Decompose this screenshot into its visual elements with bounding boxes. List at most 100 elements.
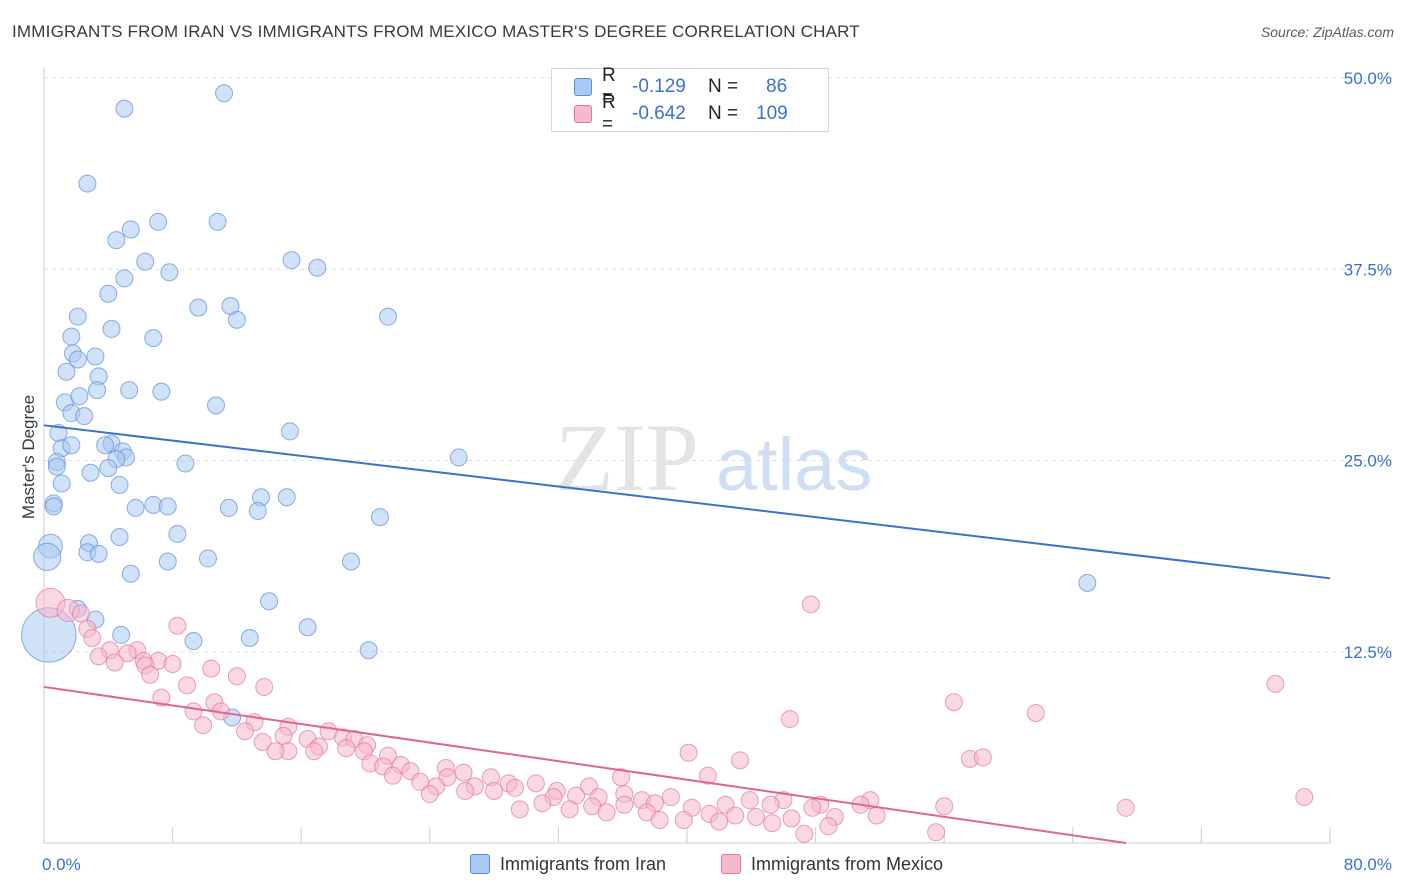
bottom-legend-swatch-mexico: [721, 854, 741, 874]
mexico-point: [782, 809, 801, 828]
iran-point: [78, 174, 97, 193]
iran-point: [62, 327, 81, 346]
mexico-point: [944, 693, 963, 712]
iran-point: [359, 641, 378, 660]
mexico-point: [510, 800, 529, 819]
mexico-point: [661, 788, 680, 807]
mexico-point: [761, 795, 780, 814]
iran-point: [221, 296, 240, 315]
iran-point: [121, 220, 140, 239]
iran-point: [99, 459, 118, 478]
legend-swatch-iran: [574, 78, 592, 96]
mexico-point: [973, 748, 992, 767]
x-tick-label-max: 80.0%: [1344, 855, 1392, 874]
iran-point: [81, 463, 100, 482]
mexico-point: [710, 812, 729, 831]
y-axis-label: Master's Degree: [19, 395, 38, 519]
mexico-point: [152, 688, 171, 707]
iran-point: [47, 457, 66, 476]
iran-point: [99, 284, 118, 303]
iran-point: [136, 252, 155, 271]
mexico-point: [1266, 674, 1285, 693]
mexico-point: [1026, 703, 1045, 722]
x-tick-label-min: 0.0%: [42, 855, 81, 874]
mexico-point: [505, 778, 524, 797]
mexico-point: [1116, 798, 1135, 817]
iran-point: [149, 212, 168, 231]
iran-point: [115, 99, 134, 118]
mexico-point: [266, 742, 285, 761]
legend-row-iran: R = -0.129 N = 86: [574, 65, 787, 108]
iran-point: [158, 552, 177, 571]
mexico-point: [168, 616, 187, 635]
y-tick-label: 50.0%: [1344, 69, 1392, 88]
mexico-point: [780, 710, 799, 729]
y-tick-label: 12.5%: [1344, 643, 1392, 662]
iran-point: [198, 549, 217, 568]
mexico-point: [867, 806, 886, 825]
legend-r-value: -0.642: [632, 103, 686, 124]
iran-point: [115, 269, 134, 288]
chart-title: IMMIGRANTS FROM IRAN VS IMMIGRANTS FROM …: [12, 22, 860, 41]
zipatlas-watermark: ZIP atlas: [555, 404, 872, 511]
mexico-point: [305, 742, 324, 761]
iran-point: [168, 524, 187, 543]
iran-point: [75, 407, 94, 426]
mexico-point: [383, 766, 402, 785]
legend-n-label: N =: [708, 76, 739, 97]
bottom-legend-label-iran: Immigrants from Iran: [500, 853, 667, 874]
legend-n-label: N =: [708, 103, 739, 124]
bottom-legend-swatch-iran: [470, 854, 490, 874]
legend-r-value: -0.129: [632, 76, 686, 97]
mexico-trendline: [43, 685, 1126, 844]
mexico-point: [274, 726, 293, 745]
mexico-point: [141, 665, 160, 684]
mexico-point: [801, 595, 820, 614]
mexico-point: [526, 774, 545, 793]
mexico-point: [597, 803, 616, 822]
mexico-point: [803, 798, 822, 817]
mexico-point: [650, 811, 669, 830]
iran-point: [110, 475, 129, 494]
iran-point: [208, 212, 227, 231]
iran-point: [96, 436, 115, 455]
mexico-point: [533, 794, 552, 813]
mexico-point: [795, 824, 814, 843]
mexico-point: [163, 654, 182, 673]
mexico-point: [456, 781, 475, 800]
source-label: Source: ZipAtlas.com: [1260, 24, 1394, 40]
iran-point: [449, 448, 468, 467]
iran-trendline: [43, 424, 1331, 580]
iran-point: [68, 350, 87, 369]
mexico-series: [35, 587, 1314, 843]
iran-point: [219, 498, 238, 517]
iran-point: [112, 625, 131, 644]
mexico-point: [740, 791, 759, 810]
mexico-point: [83, 628, 102, 647]
iran-point: [342, 552, 361, 571]
iran-point: [89, 544, 108, 563]
iran-point: [277, 488, 296, 507]
iran-point: [86, 347, 105, 366]
mexico-point: [726, 806, 745, 825]
mexico-point: [679, 743, 698, 762]
mexico-point: [819, 817, 838, 836]
mexico-point: [194, 716, 213, 735]
mexico-point: [747, 807, 766, 826]
iran-point: [70, 387, 89, 406]
mexico-point: [89, 647, 108, 666]
iran-point: [158, 497, 177, 516]
mexico-point: [227, 667, 246, 686]
mexico-point: [927, 823, 946, 842]
watermark-zip: ZIP: [555, 404, 699, 511]
mexico-point: [935, 797, 954, 816]
mexico-point: [253, 733, 272, 752]
iran-point: [184, 632, 203, 651]
iran-point: [144, 329, 163, 348]
iran-point: [88, 381, 107, 400]
iran-point: [62, 436, 81, 455]
iran-point: [110, 528, 129, 546]
mexico-point: [1295, 788, 1314, 807]
iran-point: [379, 307, 398, 326]
